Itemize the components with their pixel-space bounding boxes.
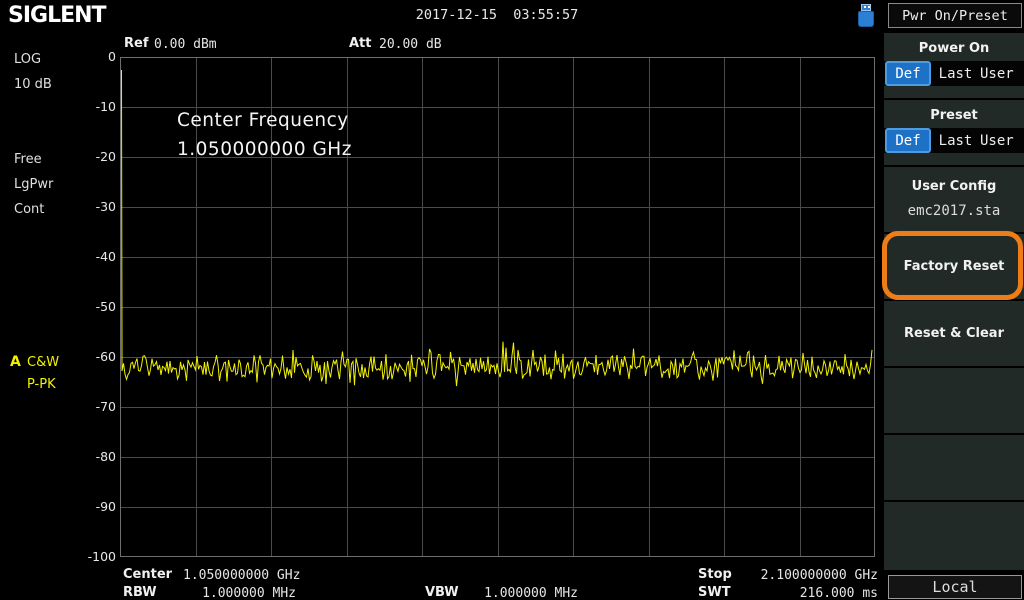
sweep-mode-label: Cont — [14, 202, 45, 217]
y-axis-tick-label: -10 — [95, 99, 116, 114]
stop-freq-value: 2.100000000 GHz — [760, 568, 878, 583]
power-on-option-last[interactable]: Last — [938, 65, 973, 82]
preset-option-def[interactable]: Def — [885, 128, 931, 153]
annotation-line2: 1.050000000 GHz — [177, 139, 352, 160]
power-on-title: Power On — [918, 41, 990, 56]
trace-mode-indicator: C&W — [27, 355, 60, 370]
center-freq-value: 1.050000000 GHz — [183, 568, 301, 583]
ref-value: 0.00 dBm — [154, 37, 217, 52]
datetime-display: 2017-12-15 03:55:57 — [415, 7, 579, 23]
rbw-value: 1.000000 MHz — [202, 586, 296, 600]
annotation-line1: Center Frequency — [177, 110, 349, 131]
y-axis-tick-label: -100 — [87, 549, 116, 564]
power-on-option-user[interactable]: User — [980, 65, 1014, 82]
att-label: Att — [349, 36, 372, 51]
y-axis-tick-label: -30 — [95, 199, 116, 214]
y-axis-tick-label: -60 — [95, 349, 116, 364]
local-button[interactable]: Local — [888, 575, 1022, 599]
reset-clear-label: Reset & Clear — [904, 326, 1004, 341]
trace-detector-indicator: P-PK — [27, 377, 56, 392]
y-axis-tick-label: -80 — [95, 449, 116, 464]
center-frequency-annotation: Center Frequency 1.050000000 GHz — [177, 106, 352, 164]
menu-user-config[interactable]: User Config emc2017.sta — [884, 167, 1024, 232]
menu-empty-slot-2 — [884, 435, 1024, 500]
preset-title: Preset — [930, 108, 978, 123]
user-config-filename: emc2017.sta — [907, 203, 1001, 219]
amplitude-scale-label: LOG — [14, 52, 42, 67]
power-on-option-def[interactable]: Def — [885, 61, 931, 86]
menu-empty-slot-1 — [884, 368, 1024, 433]
y-axis-tick-label: -40 — [95, 249, 116, 264]
att-value: 20.00 dB — [379, 37, 442, 52]
swt-value: 216.000 ms — [799, 586, 878, 600]
power-on-options: Def Last User — [884, 61, 1024, 86]
menu-power-on[interactable]: Power On Def Last User — [884, 33, 1024, 98]
y-axis-tick-label: -90 — [95, 499, 116, 514]
preset-option-last[interactable]: Last — [938, 132, 973, 149]
spectrum-plot — [120, 57, 875, 557]
y-axis-tick-label: 0 — [108, 49, 116, 64]
preset-option-user[interactable]: User — [980, 132, 1014, 149]
trigger-mode-label: Free — [14, 152, 42, 167]
preamp-status-label: LgPwr — [14, 177, 54, 192]
center-freq-label: Center — [123, 567, 173, 582]
siglent-logo: SIGLENT — [8, 3, 107, 28]
vbw-label: VBW — [425, 585, 459, 600]
menu-title-pwr-on-preset: Pwr On/Preset — [888, 3, 1022, 28]
scale-per-div-label: 10 dB — [14, 77, 52, 92]
y-axis-tick-label: -70 — [95, 399, 116, 414]
swt-label: SWT — [698, 585, 731, 600]
usb-device-icon — [856, 4, 876, 28]
menu-factory-reset[interactable]: Factory Reset — [884, 234, 1024, 299]
ref-label: Ref — [124, 36, 149, 51]
menu-empty-slot-3 — [884, 502, 1024, 570]
user-config-title: User Config — [911, 179, 997, 194]
y-axis-tick-label: -50 — [95, 299, 116, 314]
menu-preset[interactable]: Preset Def Last User — [884, 100, 1024, 165]
trace-letter-indicator: A — [10, 354, 21, 370]
preset-options: Def Last User — [884, 128, 1024, 153]
stop-freq-label: Stop — [698, 567, 732, 582]
y-axis-tick-label: -20 — [95, 149, 116, 164]
menu-reset-and-clear[interactable]: Reset & Clear — [884, 301, 1024, 366]
factory-reset-label: Factory Reset — [903, 259, 1005, 274]
rbw-label: RBW — [123, 585, 157, 600]
vbw-value: 1.000000 MHz — [484, 586, 578, 600]
